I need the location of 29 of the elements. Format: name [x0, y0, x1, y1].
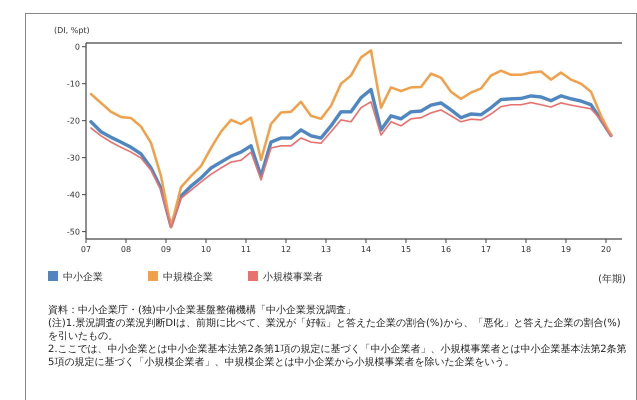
x-tick-label: 07: [80, 245, 92, 254]
x-tick-label: 20: [600, 245, 612, 254]
legend-label: 中小企業: [63, 271, 103, 283]
x-tick-label: 17: [480, 245, 492, 254]
y-tick-label: 0: [74, 42, 80, 52]
y-tick-label: -30: [66, 154, 80, 163]
x-tick-label: 15: [400, 245, 412, 254]
y-axis-title: (DI, %pt): [54, 26, 90, 35]
legend-label: 小規模事業者: [263, 271, 323, 283]
x-tick-label: 09: [160, 245, 172, 254]
x-axis-title: (年期): [598, 273, 626, 285]
x-tick-label: 12: [280, 245, 292, 254]
x-tick-label: 16: [440, 245, 452, 254]
line-series: [90, 49, 612, 228]
text: (注)1.景況調査の業況判断DIは、前期に比べて、業況が「好転」と答えた企業の割合(%)から、「悪化」と答えた企業の割合(%)を引いたもの。: [48, 317, 622, 343]
x-tick-label: 18: [520, 245, 532, 254]
x-tick-label: 08: [120, 245, 132, 254]
y-tick-label: -20: [66, 116, 80, 126]
x-tick-label: 11: [240, 245, 252, 254]
y-tick-label: -40: [66, 190, 80, 200]
x-tick-label: 10: [200, 245, 212, 254]
text: 資料：中小企業庁・(独)中小企業基盤整備機構「中小企業景況調査」: [48, 304, 357, 317]
text: 2.ここでは、中小企業とは中小企業基本法第2条第1項の規定に基づく「中小企業者」、小規模事業者とは中小企業基本法第2条第5項の規定に基づく「小規模企業者」、中規模企業とは中小企業から小規模事業者を除いた企業をいう。: [48, 343, 628, 369]
x-tick-label: 19: [560, 245, 572, 254]
legend-label: 中規模企業: [163, 271, 213, 283]
x-tick-label: 13: [320, 245, 332, 254]
y-tick-label: -10: [66, 80, 80, 89]
x-tick-label: 14: [360, 245, 372, 254]
y-tick-label: -50: [66, 228, 80, 237]
